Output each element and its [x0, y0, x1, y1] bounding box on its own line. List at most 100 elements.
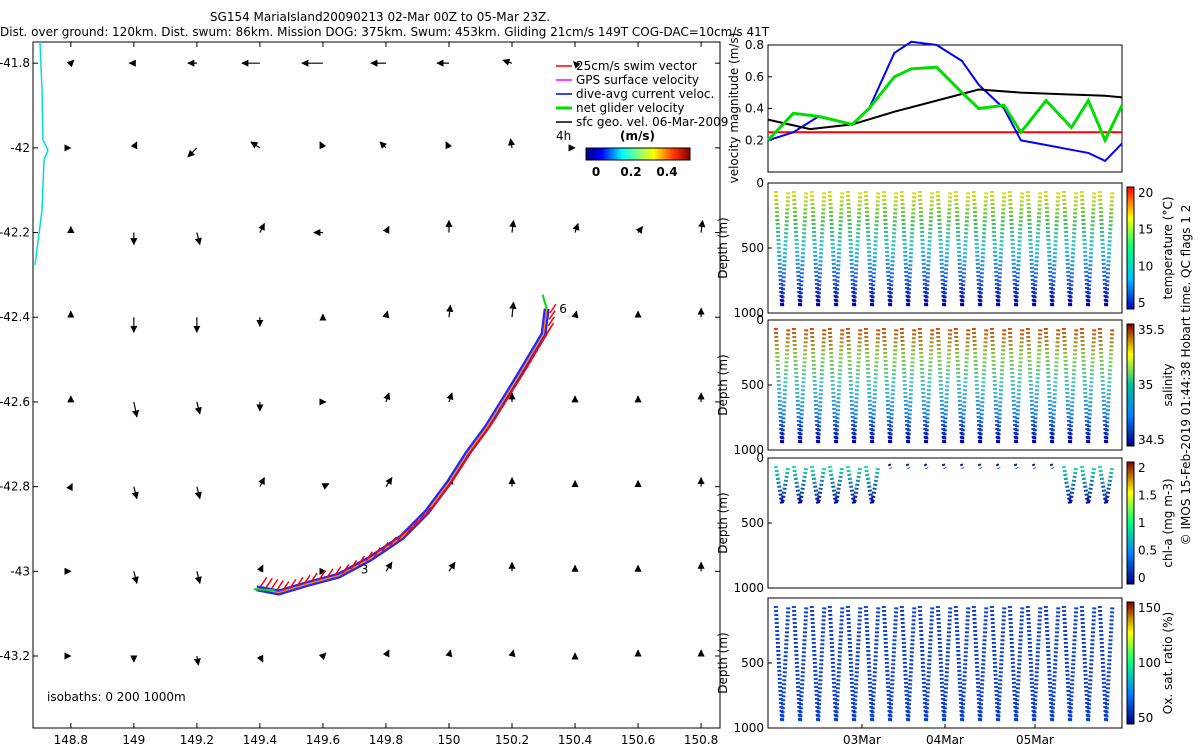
salinity-profile: [809, 327, 827, 444]
map-xtick-label: 150: [438, 733, 461, 747]
temperature-profile: [863, 190, 881, 307]
oxygen-cbar-tick: 100: [1138, 656, 1161, 670]
surface-velocity-arrow: [319, 141, 327, 150]
swim-vector: [389, 536, 397, 547]
temperature-profile: [827, 190, 845, 307]
oxygen-profile: [773, 605, 791, 722]
surface-velocity-arrow: [572, 222, 580, 233]
chla-ytick-label: 0: [756, 451, 764, 465]
swim-vector: [547, 316, 555, 327]
temperature-profile: [1043, 190, 1061, 307]
salinity-cbar-tick: 35.5: [1138, 323, 1165, 337]
legend-label-4: sfc geo. vel. 06-Mar-2009: [576, 115, 728, 129]
chla-profile: [1013, 463, 1019, 469]
map-xtick-label: 149.8: [369, 733, 403, 747]
surface-velocity-arrow: [194, 486, 202, 500]
net-glider-velocity: [541, 294, 548, 310]
chla-profile: [809, 465, 827, 504]
salinity-profile: [1097, 327, 1115, 444]
velocity-ylabel: velocity magnitude (m/s): [727, 33, 741, 184]
chla-profile: [1079, 465, 1097, 504]
chla-cbar-tick: 0.5: [1138, 544, 1157, 558]
surface-velocity-arrow: [194, 232, 202, 246]
chla-profile: [1097, 465, 1115, 504]
salinity-profile: [971, 327, 989, 444]
chla-profile: [845, 465, 863, 504]
temperature-profile: [1079, 190, 1097, 307]
velocity-series-3: [766, 65, 1124, 144]
map-ytick-label: -43.2: [0, 649, 30, 663]
swim-vector: [405, 526, 413, 536]
surface-velocity-arrow: [382, 649, 390, 658]
map-ytick-label: -42.4: [0, 310, 30, 324]
oxygen-profile: [863, 605, 881, 722]
velocity-panel-frame: [767, 44, 1123, 173]
temperature-profile: [899, 190, 917, 307]
temperature-profile: [935, 190, 953, 307]
surface-velocity-arrow: [508, 138, 516, 148]
swim-vector: [548, 310, 556, 320]
swim-vector: [260, 576, 268, 587]
oxygen-profile: [899, 605, 917, 722]
surface-velocity-arrow: [321, 483, 330, 490]
salinity-profile: [1025, 327, 1043, 444]
legend-label-1: GPS surface velocity: [576, 73, 699, 87]
map-ytick-label: -42.8: [0, 480, 30, 494]
temperature-colorbar: [1126, 186, 1135, 310]
surface-velocity-arrow: [509, 301, 517, 318]
map-xtick-label: 149.4: [243, 733, 277, 747]
map-ytick-label: -42.6: [0, 395, 30, 409]
oxygen-profile: [791, 605, 809, 722]
swim-vector: [296, 576, 304, 587]
oxygen-ytick-label: 500: [741, 656, 764, 670]
surface-velocity-arrow: [383, 392, 391, 403]
map-ytick-label: -43: [10, 564, 30, 578]
surface-velocity-arrow: [445, 649, 453, 658]
swim-vector: [381, 541, 389, 552]
map-xtick-label: 150.4: [558, 733, 592, 747]
salinity-colorbar: [1126, 323, 1135, 447]
surface-velocity-arrow: [194, 401, 202, 415]
temperature-profile: [809, 190, 827, 307]
salinity-profile: [899, 327, 917, 444]
surface-velocity-arrow: [385, 477, 393, 487]
swim-vector: [430, 500, 438, 511]
chla-ytick-label: 500: [741, 516, 764, 530]
swim-vector: [435, 493, 444, 504]
swim-vector: [289, 578, 297, 589]
map-ytick-label: -41.8: [0, 56, 30, 70]
oxygen-profile: [1043, 605, 1061, 722]
temperature-profiles: [773, 190, 1115, 307]
temperature-cbar-tick: 20: [1138, 186, 1153, 200]
oxygen-profile: [989, 605, 1007, 722]
oxygen-profile: [953, 605, 971, 722]
swim-vector: [546, 322, 555, 333]
glider-track-line: [256, 308, 548, 594]
temperature-ytick-label: 0: [756, 176, 764, 190]
temperature-profile: [1007, 190, 1025, 307]
legend-label-0: 25cm/s swim vector: [576, 59, 697, 73]
salinity-ytick-label: 500: [741, 378, 764, 392]
chla-colorbar: [1126, 461, 1135, 585]
velocity-ytick-label: 0.2: [745, 133, 764, 147]
temperature-ytick-label: 1000: [733, 306, 764, 320]
surface-velocity-arrow: [448, 561, 456, 572]
surface-velocity-arrow: [194, 571, 202, 585]
oxygen-ytick-label: 1000: [733, 721, 764, 735]
oxygen-ylabel: Depth (m): [716, 632, 730, 693]
coastline: [34, 41, 49, 266]
net-glider-velocity: [253, 588, 275, 592]
salinity-profile: [989, 327, 1007, 444]
swim-vector: [342, 564, 350, 574]
velocity-ytick-label: 0.6: [745, 70, 764, 84]
velocity-series-2: [767, 88, 1123, 131]
velocity-colorbar: [585, 147, 691, 161]
salinity-cbar-tick: 34.5: [1138, 433, 1165, 447]
temperature-profile: [773, 190, 791, 307]
swim-vector: [365, 551, 373, 562]
swim-vector: [310, 572, 318, 583]
surface-velocity-arrow: [258, 476, 265, 487]
chla-profile: [887, 463, 893, 469]
surface-velocity-arrow: [573, 61, 581, 69]
interval-label: 4h: [556, 129, 571, 143]
